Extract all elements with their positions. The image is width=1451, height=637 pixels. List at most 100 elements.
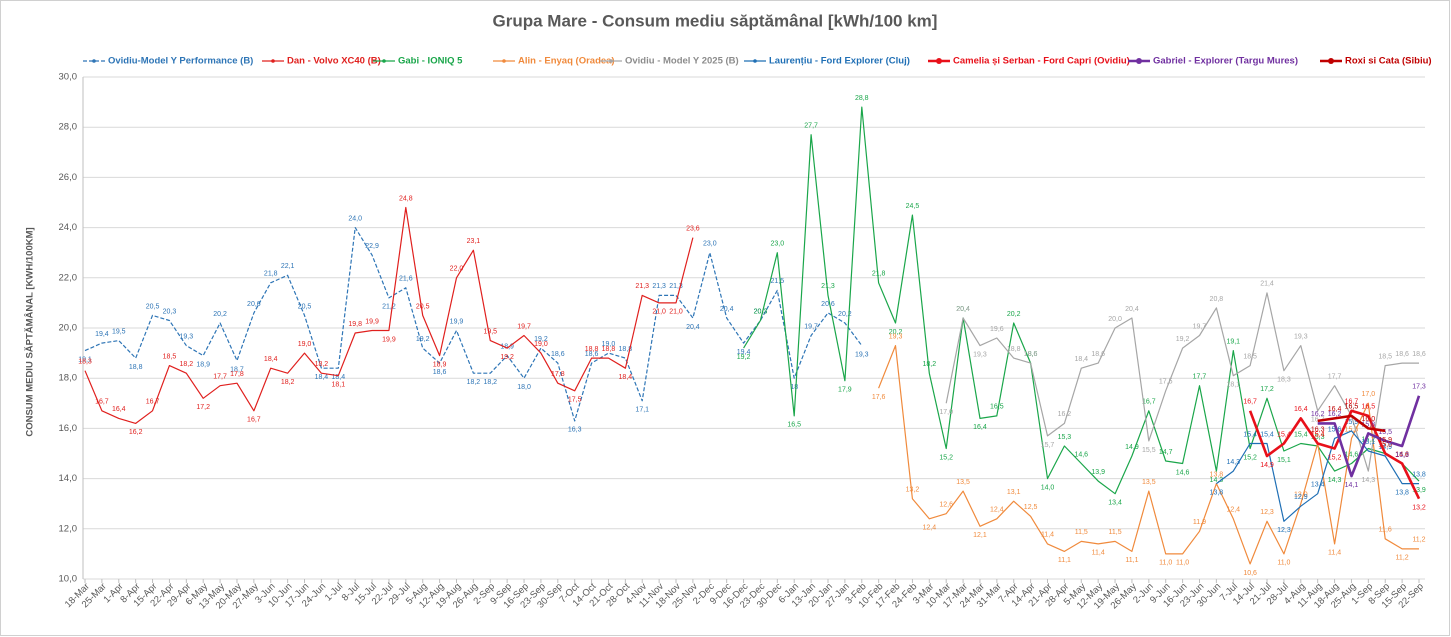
data-label: 11,1 — [1058, 557, 1071, 564]
data-label: 12,3 — [1277, 527, 1291, 534]
data-label: 17,1 — [635, 407, 649, 414]
data-label: 19,3 — [973, 351, 987, 358]
data-label: 18,2 — [281, 379, 295, 386]
data-label: 14,3 — [1210, 477, 1224, 484]
data-label: 16,4 — [1294, 406, 1308, 413]
data-label: 11,1 — [1125, 557, 1138, 564]
data-label: 15,4 — [1311, 431, 1325, 438]
data-label: 17,0 — [1362, 391, 1376, 398]
data-label: 15,7 — [1041, 442, 1055, 449]
data-label: 18,5 — [163, 353, 177, 360]
data-label: 12,3 — [1260, 509, 1274, 516]
data-label: 18,6 — [1024, 351, 1038, 358]
data-label: 18,4 — [331, 374, 345, 381]
data-label: 19,9 — [382, 336, 396, 343]
data-label: 15,9 — [1378, 437, 1392, 444]
data-label: 18,1 — [331, 382, 345, 389]
data-label: 15,4 — [1277, 431, 1291, 438]
data-label: 19,6 — [990, 326, 1004, 333]
data-label: 20,3 — [754, 308, 768, 315]
data-label: 18,9 — [433, 361, 447, 368]
data-label: 21,0 — [652, 309, 666, 316]
data-label: 11,6 — [1379, 527, 1392, 534]
data-label: 20,4 — [720, 306, 734, 313]
legend-label: Alin - Enyaq (Oradea) — [518, 56, 615, 67]
data-label: 15,4 — [1311, 431, 1325, 438]
data-label: 20,4 — [956, 306, 970, 313]
data-label: 17,2 — [196, 404, 210, 411]
data-label: 13,4 — [1311, 482, 1325, 489]
data-label: 24,0 — [348, 215, 362, 222]
legend-dot — [753, 59, 757, 63]
legend-label: Gabriel - Explorer (Targu Mures) — [1153, 56, 1298, 67]
data-label: 16,7 — [247, 417, 261, 424]
data-label: 15,3 — [1395, 452, 1409, 459]
data-label: 17,5 — [568, 397, 582, 404]
legend-label: Roxi si Cata (Sibiu) — [1345, 56, 1432, 67]
data-label: 21,8 — [264, 271, 278, 278]
data-label: 16,7 — [1243, 399, 1257, 406]
y-axis-label: CONSUM MEDIU SĂPTĂMÂNAL [KWH/100KM] — [24, 227, 36, 436]
data-label: 19,7 — [1193, 323, 1207, 330]
data-label: 10,6 — [1243, 570, 1257, 577]
legend-dot — [92, 59, 96, 63]
data-label: 20,4 — [686, 324, 700, 331]
data-label: 16,2 — [129, 429, 143, 436]
data-label: 24,8 — [399, 195, 413, 202]
data-label: 17,5 — [1159, 379, 1173, 386]
data-label: 17,9 — [838, 387, 852, 394]
data-label: 23,0 — [703, 241, 717, 248]
data-label: 19,4 — [95, 331, 109, 338]
data-label: 17,0 — [939, 409, 953, 416]
data-label: 18,6 — [1091, 351, 1105, 358]
data-label: 16,3 — [568, 427, 582, 434]
data-label: 20,2 — [889, 329, 903, 336]
data-label: 13,8 — [1412, 471, 1426, 478]
data-label: 19,2 — [500, 354, 514, 361]
legend-dot — [382, 59, 386, 63]
data-label: 13,8 — [1210, 489, 1224, 496]
data-label: 27,7 — [804, 123, 818, 130]
legend-dot — [609, 59, 613, 63]
data-label: 14,6 — [1074, 451, 1088, 458]
data-label: 19,3 — [1294, 333, 1308, 340]
data-label: 22,0 — [450, 266, 464, 273]
data-label: 21,3 — [635, 283, 649, 290]
data-label: 18,4 — [264, 356, 278, 363]
data-label: 18,6 — [551, 351, 565, 358]
data-label: 18,5 — [1378, 353, 1392, 360]
data-label: 19,0 — [602, 341, 616, 348]
data-label: 13,8 — [1210, 471, 1224, 478]
data-label: 24,5 — [906, 203, 920, 210]
data-label: 22,1 — [281, 263, 295, 270]
data-label: 16,7 — [146, 399, 160, 406]
data-label: 18,2 — [180, 361, 194, 368]
data-label: 19,8 — [348, 321, 362, 328]
data-label: 18,2 — [467, 379, 481, 386]
data-label: 11,5 — [1108, 529, 1121, 536]
data-label: 14,3 — [1226, 459, 1240, 466]
data-label: 12,4 — [990, 507, 1004, 514]
data-label: 11,0 — [1159, 560, 1172, 567]
series-line — [84, 206, 694, 424]
y-tick-label: 12,0 — [59, 523, 78, 534]
y-tick-label: 30,0 — [59, 72, 78, 83]
data-label: 19,5 — [112, 328, 126, 335]
data-label: 19,2 — [737, 354, 751, 361]
data-label: 16,2 — [1311, 411, 1325, 418]
data-label: 14,7 — [1159, 449, 1173, 456]
data-label: 18,6 — [433, 369, 447, 376]
legend-label: Gabi - IONIQ 5 — [398, 56, 463, 67]
data-label: 20,2 — [838, 311, 852, 318]
series-line — [878, 345, 1419, 565]
data-label: 21,2 — [382, 304, 396, 311]
data-label: 19,3 — [180, 333, 194, 340]
series-line — [1248, 409, 1421, 500]
data-label: 18,4 — [315, 374, 329, 381]
data-label: 14,9 — [1378, 444, 1392, 451]
series-line — [743, 106, 1420, 495]
data-label: 15,2 — [1243, 454, 1257, 461]
data-label: 13,8 — [1395, 489, 1409, 496]
data-label: 18,3 — [78, 359, 92, 366]
